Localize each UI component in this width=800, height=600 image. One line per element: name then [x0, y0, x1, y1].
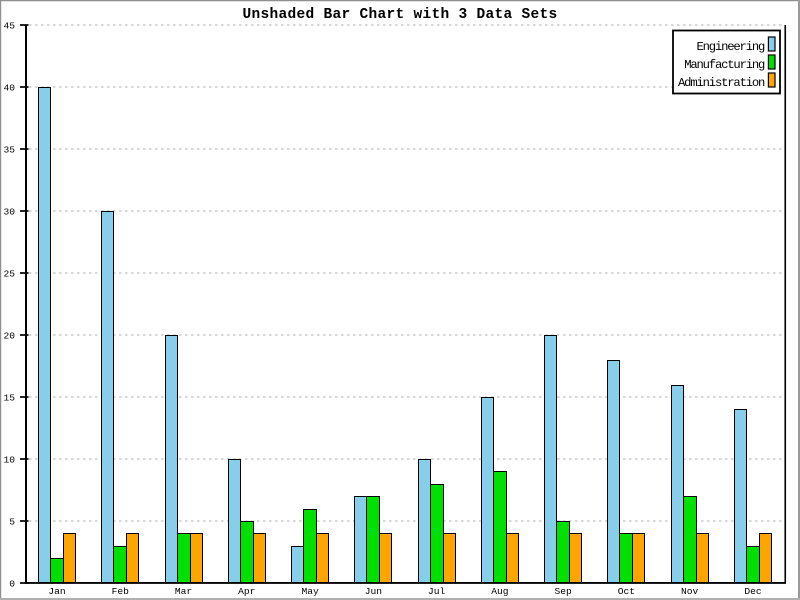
svg-text:35: 35	[3, 144, 15, 155]
svg-text:Sep: Sep	[555, 586, 573, 597]
svg-text:Jun: Jun	[365, 586, 382, 597]
svg-text:30: 30	[3, 206, 15, 217]
svg-text:Nov: Nov	[681, 586, 699, 597]
svg-text:10: 10	[3, 454, 15, 465]
svg-text:25: 25	[3, 268, 15, 279]
svg-text:May: May	[301, 586, 319, 597]
svg-text:Feb: Feb	[112, 586, 130, 597]
svg-text:0: 0	[9, 578, 15, 589]
svg-text:Engineering: Engineering	[696, 40, 765, 54]
svg-text:Apr: Apr	[238, 586, 255, 597]
svg-text:Jul: Jul	[428, 586, 446, 597]
svg-text:Jan: Jan	[48, 586, 65, 597]
svg-text:40: 40	[3, 82, 15, 93]
svg-text:45: 45	[3, 20, 15, 31]
svg-text:20: 20	[3, 330, 15, 341]
svg-text:Oct: Oct	[618, 586, 635, 597]
svg-text:Mar: Mar	[175, 586, 192, 597]
svg-text:Manufacturing: Manufacturing	[684, 58, 765, 72]
svg-text:Aug: Aug	[491, 586, 508, 597]
svg-text:15: 15	[3, 392, 15, 403]
svg-text:5: 5	[9, 516, 15, 527]
svg-text:Unshaded Bar Chart with 3 Data: Unshaded Bar Chart with 3 Data Sets	[242, 7, 557, 23]
svg-text:Administration: Administration	[678, 76, 765, 90]
svg-text:Dec: Dec	[744, 586, 762, 597]
